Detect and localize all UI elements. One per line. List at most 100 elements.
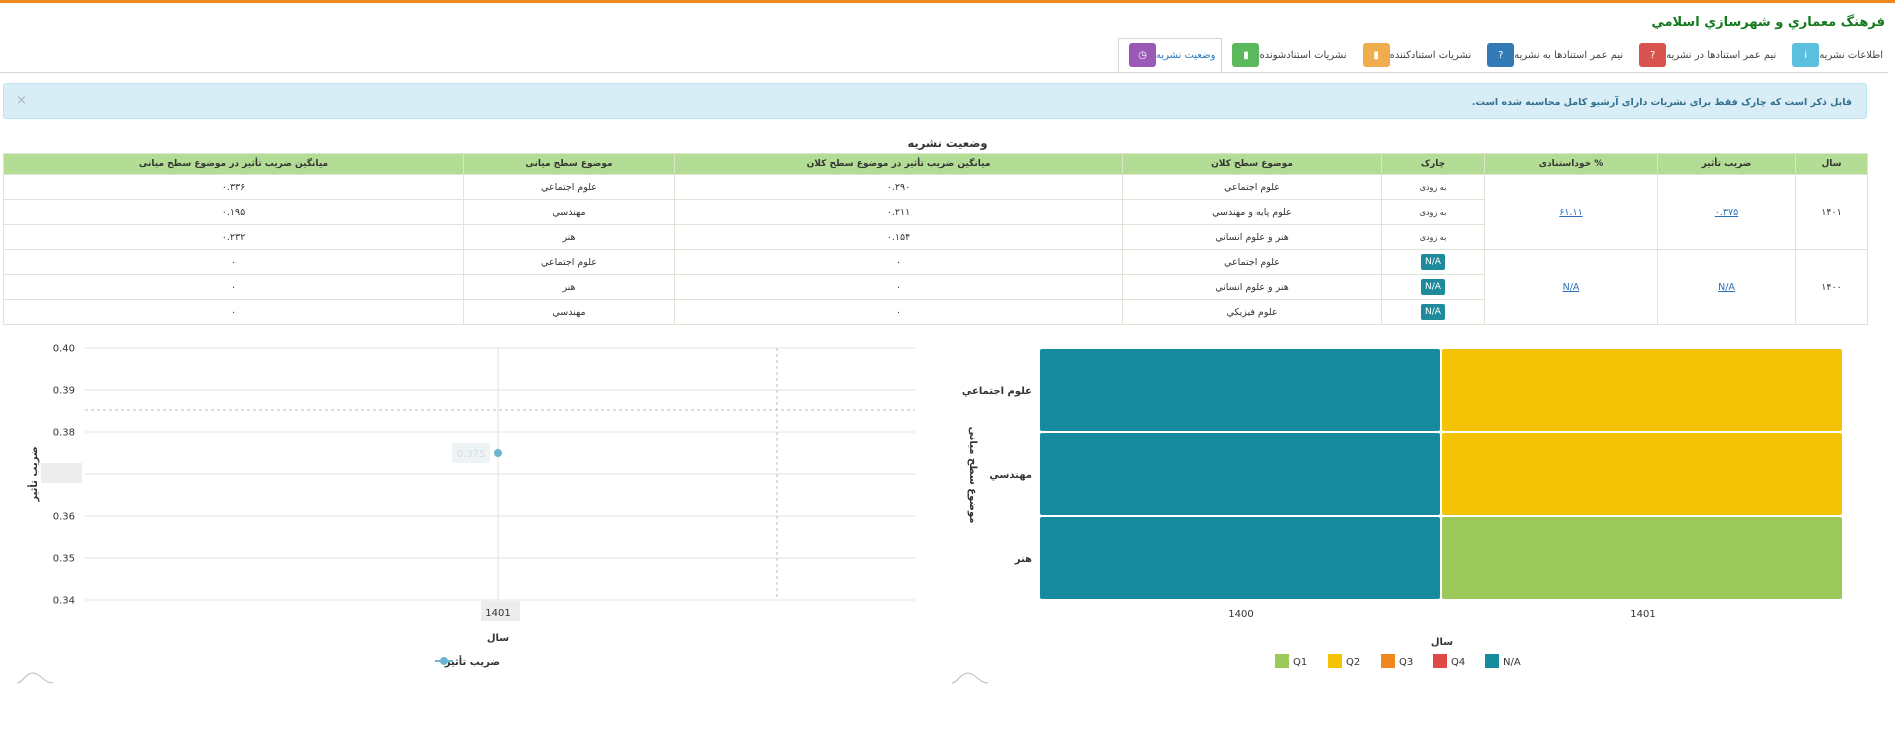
quartile-text: به زودی [1419, 232, 1447, 242]
data-point[interactable] [494, 449, 502, 457]
close-icon[interactable]: × [16, 93, 27, 108]
cell-major-avg: ۰.۲۱۱ [674, 199, 1123, 225]
heatmap-cell[interactable] [1442, 433, 1842, 515]
legend-label[interactable]: N/A [1503, 657, 1521, 668]
tab-label: نیم عمر استنادها در نشریه [1666, 49, 1777, 61]
cell-year: ۱۴۰۰ [1795, 249, 1868, 325]
tab-label: نشریات استنادشونده [1259, 49, 1347, 61]
tab-2[interactable]: ▮ نشریات استنادکننده [1353, 38, 1478, 72]
y-axis-label: ضریب تأثیر [27, 446, 40, 502]
header-major-avg: میانگین ضریب تأثیر در موضوع سطح کلان [674, 153, 1123, 175]
header-year: سال [1795, 153, 1868, 175]
x-crosshair-label-bg [481, 601, 520, 621]
impact-link[interactable]: ۰.۳۷۵ [1714, 206, 1739, 218]
header-mid-avg: میانگین ضریب تأثیر در موضوع سطح میانی [3, 153, 464, 175]
alert-message: قابل ذکر است که چارک فقط برای نشریات دار… [1471, 97, 1852, 108]
cell-self-citation: ۶۱.۱۱ [1484, 174, 1658, 250]
cell-major-avg: ۰.۱۵۴ [674, 224, 1123, 250]
legend-label[interactable]: Q2 [1346, 657, 1360, 668]
header-mid-subject: موضوع سطح میانی [463, 153, 675, 175]
legend-swatch[interactable] [1275, 654, 1289, 668]
bar-chart-icon: ▮ [1362, 43, 1390, 67]
chart-logo-icon [951, 672, 989, 684]
tab-divider [0, 72, 1888, 73]
x-category-label: 1401 [1630, 609, 1655, 620]
cell-quartile: به زودی [1381, 199, 1485, 225]
header-quartile: چارک [1381, 153, 1485, 175]
y-tick-label: 0.35 [53, 554, 75, 565]
cell-mid-avg: ۰ [3, 249, 464, 275]
legend-swatch[interactable] [1433, 654, 1447, 668]
cell-major-subject: هنر و علوم انساني [1122, 224, 1382, 250]
quartile-badge: N/A [1421, 254, 1445, 270]
legend-swatch[interactable] [1485, 654, 1499, 668]
y-category-label: هنر [1014, 554, 1032, 565]
page-title: فرهنگ معماري و شهرسازي اسلامي [1651, 15, 1885, 30]
tab-label: نشریات استنادکننده [1389, 49, 1472, 61]
status-table: سال ضریب تأثیر % خوداستنادی چارک موضوع س… [3, 153, 1868, 325]
heatmap-cell[interactable] [1442, 349, 1842, 431]
tab-5[interactable]: i اطلاعات نشریه [1782, 38, 1889, 72]
cell-mid-subject: هنر [463, 274, 675, 300]
cell-mid-subject: مهندسي [463, 299, 675, 325]
cell-year: ۱۴۰۱ [1795, 174, 1868, 250]
tab-bar: ◷ وضعیت نشریه ▮ نشریات استنادشونده ▮ نشریات ا… [1117, 37, 1889, 73]
legend-swatch[interactable] [1381, 654, 1395, 668]
cell-major-subject: هنر و علوم انساني [1122, 274, 1382, 300]
cell-impact: N/A [1657, 249, 1796, 325]
cell-major-subject: علوم پايه و مهندسي [1122, 199, 1382, 225]
x-tick-label: 1401 [485, 608, 510, 619]
y-tick-label: 0.40 [53, 344, 75, 355]
legend-label[interactable]: Q3 [1399, 657, 1413, 668]
table-header-row: سال ضریب تأثیر % خوداستنادی چارک موضوع س… [3, 153, 1868, 175]
cell-quartile: N/A [1381, 274, 1485, 300]
legend-label[interactable]: Q1 [1293, 657, 1307, 668]
question-icon: ? [1487, 43, 1515, 67]
cell-major-avg: ۰ [674, 299, 1123, 325]
tab-1[interactable]: ▮ نشریات استنادشونده [1222, 38, 1352, 72]
question-icon: ? [1639, 43, 1667, 67]
heatmap-cell[interactable] [1442, 517, 1842, 599]
y-crosshair-label-bg [41, 463, 82, 483]
quartile-text: به زودی [1419, 182, 1447, 192]
quartile-heatmap: علوم اجتماعي مهندسي هنر 1400 1401 موضوع سطح م… [951, 349, 1842, 684]
header-impact: ضریب تأثیر [1657, 153, 1796, 175]
tab-3[interactable]: ? نیم عمر استنادها به نشریه [1477, 38, 1629, 72]
x-axis-label: سال [487, 633, 509, 644]
legend-swatch[interactable] [1328, 654, 1342, 668]
cell-mid-avg: ۰ [3, 299, 464, 325]
info-alert: قابل ذکر است که چارک فقط برای نشریات دار… [3, 83, 1867, 119]
self-citation-link[interactable]: N/A [1562, 281, 1580, 293]
y-tick-label: 0.39 [53, 386, 75, 397]
quartile-badge: N/A [1421, 304, 1445, 320]
table-row: ۱۴۰۱ ۰.۳۷۵ ۶۱.۱۱ به زودی علوم اجتماعي ۰.۲۹۰ عل… [3, 174, 1868, 250]
hover-tooltip-value: 0.375 [457, 449, 486, 460]
cell-mid-subject: مهندسي [463, 199, 675, 225]
cell-mid-avg: ۰.۱۹۵ [3, 199, 464, 225]
y-tick-label: 0.34 [53, 596, 75, 607]
heatmap-cell[interactable] [1040, 349, 1440, 431]
y-category-label: مهندسي [989, 470, 1032, 481]
cell-quartile: N/A [1381, 299, 1485, 325]
impact-link[interactable]: N/A [1718, 281, 1735, 293]
tab-4[interactable]: ? نیم عمر استنادها در نشریه [1629, 38, 1782, 72]
tab-0[interactable]: ◷ وضعیت نشریه [1117, 37, 1223, 73]
cell-mid-avg: ۰.۳۳۶ [3, 174, 464, 200]
y-tick-label: 0.36 [53, 512, 75, 523]
tab-label: نیم عمر استنادها به نشریه [1514, 49, 1624, 61]
quartile-text: به زودی [1419, 207, 1447, 217]
heatmap-cell[interactable] [1040, 433, 1440, 515]
legend-label[interactable]: ضریب تأثیر [444, 655, 500, 668]
quartile-badge: N/A [1421, 279, 1445, 295]
cell-major-avg: ۰ [674, 274, 1123, 300]
legend-label[interactable]: Q4 [1451, 657, 1465, 668]
cell-major-avg: ۰.۲۹۰ [674, 174, 1123, 200]
cell-mid-subject: هنر [463, 224, 675, 250]
clock-icon: ◷ [1128, 43, 1156, 67]
heatmap-cell[interactable] [1040, 517, 1440, 599]
y-category-label: علوم اجتماعي [962, 386, 1032, 397]
self-citation-link[interactable]: ۶۱.۱۱ [1559, 206, 1583, 218]
x-category-label: 1400 [1228, 609, 1253, 620]
cell-quartile: N/A [1381, 249, 1485, 275]
cell-major-avg: ۰ [674, 249, 1123, 275]
